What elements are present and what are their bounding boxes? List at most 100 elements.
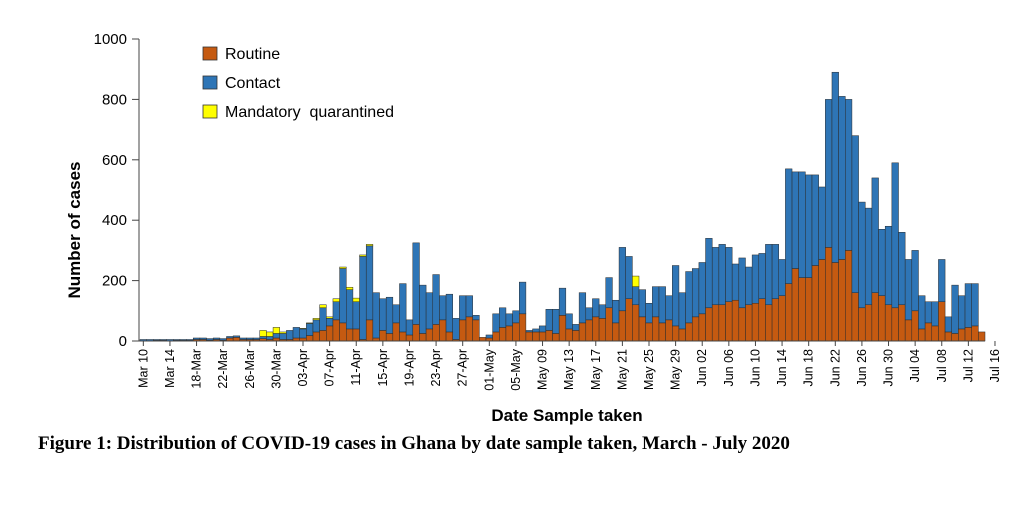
x-tick-label-3: 22-Mar [216, 349, 230, 389]
bar-routine-73 [625, 298, 633, 342]
bar-contact-44 [432, 274, 440, 325]
bar-routine-76 [645, 322, 653, 342]
bar-contact-49 [465, 295, 473, 318]
bar-contact-54 [499, 307, 507, 328]
bar-contact-25 [306, 323, 314, 336]
bar-routine-99 [798, 277, 806, 342]
bar-mandatory-quarantined-33 [359, 254, 367, 257]
bar-contact-27 [319, 307, 327, 331]
bar-routine-113 [891, 307, 899, 342]
x-tick-label-5: 30-Mar [269, 349, 283, 389]
bar-mandatory-quarantined-26 [312, 318, 320, 321]
bar-contact-37 [385, 296, 394, 334]
bar-routine-96 [778, 295, 786, 342]
bar-contact-68 [592, 298, 600, 318]
bar-mandatory-quarantined-18 [259, 330, 267, 337]
chart: 0 200 400 600 800 1000 Mar 10 Mar 14 18-Mar 22-M… [65, 31, 1002, 425]
bar-contact-112 [884, 225, 893, 306]
x-tick-label-19: May 25 [642, 349, 656, 390]
bar-contact-15 [239, 337, 247, 340]
bar-contact-52 [485, 334, 493, 339]
bar-routine-69 [598, 318, 606, 342]
bar-contact-19 [266, 336, 274, 340]
x-tick-label-30: Jul 08 [935, 349, 949, 382]
bar-contact-74 [632, 286, 640, 306]
bar-routine-64 [565, 328, 573, 342]
bar-routine-112 [884, 304, 893, 342]
bar-contact-77 [652, 286, 660, 318]
bar-routine-109 [864, 304, 873, 342]
bar-contact-108 [858, 201, 866, 309]
bar-contact-45 [439, 295, 447, 321]
bar-routine-39 [399, 331, 407, 342]
bar-routine-61 [545, 330, 553, 342]
bar-routine-114 [898, 304, 906, 342]
bar-mandatory-quarantined-24 [299, 328, 307, 330]
bar-contact-118 [924, 301, 933, 324]
bar-routine-68 [592, 316, 600, 342]
bar-contact-114 [898, 232, 906, 306]
bar-routine-71 [612, 322, 620, 342]
bar-contact-12 [219, 338, 227, 341]
x-tick-label-8: 11-Apr [349, 349, 363, 386]
x-axis-title: Date Sample taken [491, 406, 642, 425]
bar-contact-88 [725, 247, 733, 302]
bar-routine-104 [831, 262, 839, 342]
bar-routine-29 [332, 319, 340, 342]
bar-contact-20 [272, 333, 280, 339]
legend: Routine Contact Mandatory quarantined [202, 46, 394, 121]
bar-contact-55 [505, 313, 513, 327]
bar-contact-13 [226, 336, 234, 339]
bar-mandatory-quarantined-19 [266, 331, 274, 337]
bar-routine-97 [785, 283, 793, 342]
bar-routine-56 [512, 322, 520, 342]
bar-contact-48 [459, 295, 467, 321]
bar-contact-29 [332, 301, 340, 321]
bar-contact-120 [938, 259, 946, 302]
bar-contact-60 [538, 325, 547, 333]
bar-routine-120 [938, 301, 946, 342]
bar-contact-23 [292, 327, 300, 339]
y-tick-label-200: 200 [102, 273, 127, 290]
bar-contact-87 [718, 244, 726, 306]
bar-contact-82 [685, 271, 693, 324]
bar-routine-32 [352, 328, 360, 342]
bar-routine-89 [731, 299, 740, 342]
bar-contact-50 [472, 315, 480, 321]
bar-contact-40 [405, 319, 414, 336]
bar-routine-77 [652, 316, 660, 342]
y-tick-label-1000: 1000 [94, 31, 127, 48]
bar-contact-81 [678, 292, 686, 330]
legend-label-mandatory-quarantined: Mandatory quarantined [225, 104, 394, 121]
bar-contact-24 [299, 328, 307, 339]
x-tick-label-26: Jun 22 [828, 349, 842, 387]
bar-routine-88 [725, 301, 733, 342]
bar-contact-93 [758, 253, 766, 299]
bar-routine-94 [765, 304, 773, 342]
legend-swatch-contact [202, 75, 218, 90]
bar-routine-115 [904, 319, 913, 342]
bar-contact-104 [831, 71, 839, 263]
bar-mandatory-quarantined-30 [339, 266, 347, 269]
bar-routine-72 [618, 310, 626, 342]
bar-contact-119 [931, 301, 939, 327]
bar-routine-126 [978, 331, 986, 342]
bar-contact-57 [519, 281, 527, 315]
x-tick-label-1: Mar 14 [163, 349, 177, 388]
bar-routine-46 [445, 331, 453, 342]
bar-contact-80 [672, 265, 680, 327]
bar-routine-121 [944, 331, 952, 342]
x-tick-label-4: 26-Mar [243, 349, 257, 389]
bar-contact-16 [246, 337, 254, 340]
bar-contact-115 [904, 259, 913, 321]
bar-routine-106 [845, 250, 853, 342]
legend-swatch-mandatory-quarantined [202, 104, 218, 119]
bar-contact-22 [286, 330, 294, 340]
bar-contact-36 [379, 298, 387, 331]
bar-contact-116 [911, 250, 919, 312]
x-tick-label-32: Jul 16 [988, 349, 1002, 382]
bar-contact-47 [452, 318, 460, 340]
bar-contact-95 [771, 244, 779, 299]
bar-routine-110 [871, 292, 879, 342]
bar-contact-70 [605, 277, 613, 309]
